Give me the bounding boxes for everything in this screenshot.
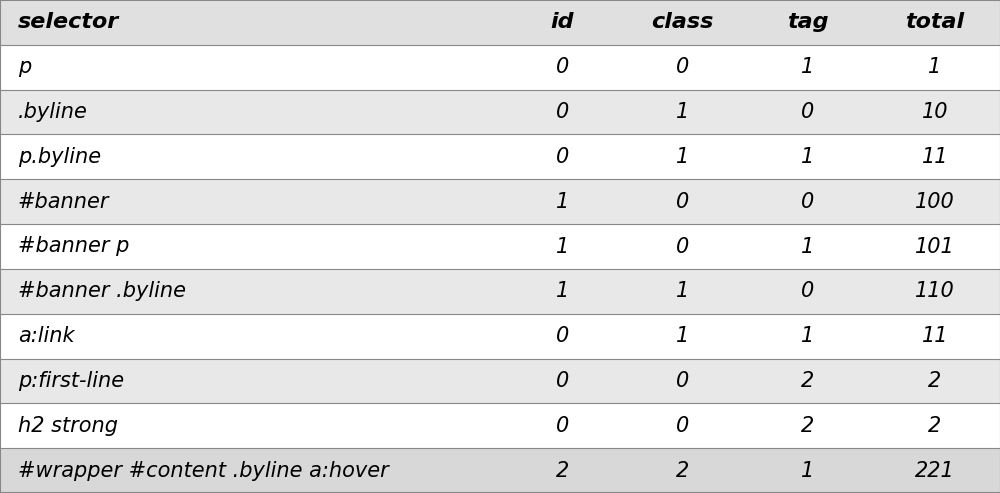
Text: 101: 101	[915, 237, 955, 256]
Text: 0: 0	[676, 237, 689, 256]
Text: 0: 0	[556, 102, 569, 122]
Text: 110: 110	[915, 282, 955, 301]
Bar	[0, 45, 1000, 90]
Bar	[0, 403, 1000, 448]
Text: 2: 2	[556, 460, 569, 481]
Text: 0: 0	[801, 282, 814, 301]
Text: 11: 11	[922, 147, 948, 167]
Text: 0: 0	[801, 192, 814, 211]
Text: 0: 0	[676, 416, 689, 436]
Text: 1: 1	[801, 57, 814, 77]
Text: 1: 1	[556, 192, 569, 211]
Bar	[0, 269, 1000, 314]
Text: 2: 2	[928, 371, 942, 391]
Text: 1: 1	[676, 282, 689, 301]
Text: 2: 2	[676, 460, 689, 481]
Text: h2 strong: h2 strong	[18, 416, 118, 436]
Bar	[0, 0, 1000, 45]
Bar	[0, 314, 1000, 358]
Text: 1: 1	[801, 237, 814, 256]
Text: total: total	[905, 12, 965, 33]
Text: a:link: a:link	[18, 326, 75, 346]
Text: 11: 11	[922, 326, 948, 346]
Text: 1: 1	[928, 57, 942, 77]
Text: 221: 221	[915, 460, 955, 481]
Bar	[0, 179, 1000, 224]
Text: 0: 0	[676, 192, 689, 211]
Text: #banner .byline: #banner .byline	[18, 282, 186, 301]
Text: 0: 0	[556, 371, 569, 391]
Text: #banner: #banner	[18, 192, 110, 211]
Text: 2: 2	[801, 371, 814, 391]
Text: 10: 10	[922, 102, 948, 122]
Bar	[0, 358, 1000, 403]
Text: .byline: .byline	[18, 102, 88, 122]
Text: 0: 0	[676, 371, 689, 391]
Bar	[0, 90, 1000, 135]
Text: 1: 1	[676, 326, 689, 346]
Text: 1: 1	[801, 326, 814, 346]
Text: 1: 1	[676, 147, 689, 167]
Text: #wrapper #content .byline a:hover: #wrapper #content .byline a:hover	[18, 460, 389, 481]
Text: tag: tag	[787, 12, 828, 33]
Text: id: id	[551, 12, 574, 33]
Text: 100: 100	[915, 192, 955, 211]
Text: p: p	[18, 57, 31, 77]
Text: 1: 1	[801, 147, 814, 167]
Bar	[0, 135, 1000, 179]
Text: 1: 1	[556, 237, 569, 256]
Text: class: class	[651, 12, 714, 33]
Text: selector: selector	[18, 12, 119, 33]
Text: 2: 2	[928, 416, 942, 436]
Text: 0: 0	[556, 57, 569, 77]
Text: 1: 1	[676, 102, 689, 122]
Text: 0: 0	[556, 326, 569, 346]
Text: 2: 2	[801, 416, 814, 436]
Text: 0: 0	[556, 147, 569, 167]
Text: 0: 0	[556, 416, 569, 436]
Text: 0: 0	[676, 57, 689, 77]
Text: 1: 1	[556, 282, 569, 301]
Bar	[0, 224, 1000, 269]
Text: p.byline: p.byline	[18, 147, 101, 167]
Text: 0: 0	[801, 102, 814, 122]
Text: 1: 1	[801, 460, 814, 481]
Bar	[0, 448, 1000, 493]
Text: p:first-line: p:first-line	[18, 371, 124, 391]
Text: #banner p: #banner p	[18, 237, 129, 256]
